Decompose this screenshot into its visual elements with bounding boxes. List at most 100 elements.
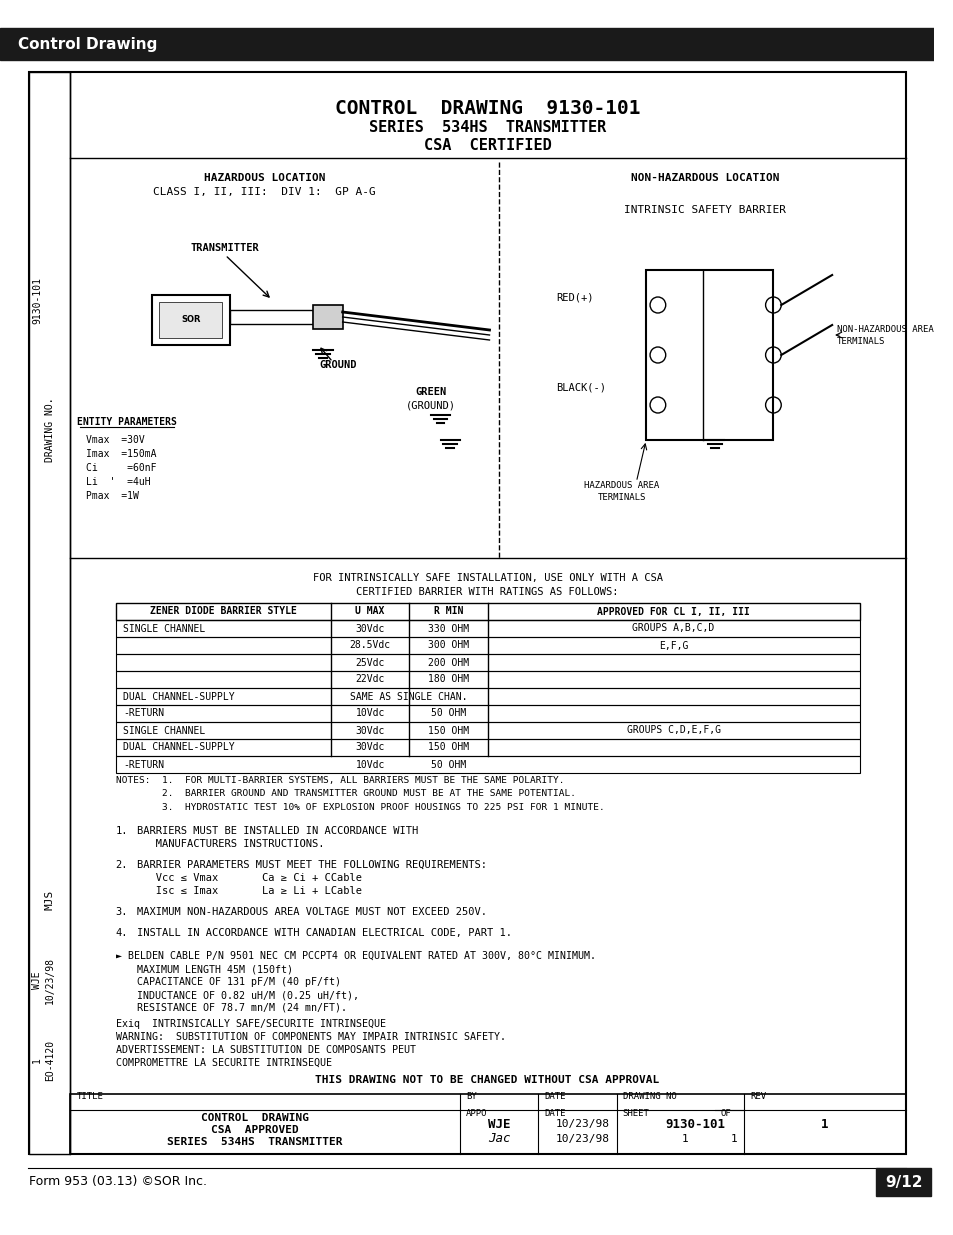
Text: CERTIFIED BARRIER WITH RATINGS AS FOLLOWS:: CERTIFIED BARRIER WITH RATINGS AS FOLLOW… (355, 587, 618, 597)
Text: GROUPS A,B,C,D: GROUPS A,B,C,D (632, 624, 714, 634)
Text: 2.: 2. (115, 860, 128, 869)
Text: 3.  HYDROSTATIC TEST 10% OF EXPLOSION PROOF HOUSINGS TO 225 PSI FOR 1 MINUTE.: 3. HYDROSTATIC TEST 10% OF EXPLOSION PRO… (115, 803, 603, 811)
Text: TITLE: TITLE (76, 1092, 103, 1100)
Text: 50 OHM: 50 OHM (431, 709, 465, 719)
Text: GREEN: GREEN (415, 387, 446, 396)
Text: 9/12: 9/12 (884, 1174, 922, 1189)
Text: CLASS I, II, III:  DIV 1:  GP A-G: CLASS I, II, III: DIV 1: GP A-G (152, 186, 375, 198)
Text: SOR: SOR (181, 315, 200, 325)
Text: RESISTANCE OF 78.7 mn/M (24 mn/FT).: RESISTANCE OF 78.7 mn/M (24 mn/FT). (137, 1003, 347, 1013)
Text: 10Vdc: 10Vdc (355, 760, 384, 769)
Text: REV: REV (749, 1092, 765, 1100)
Text: SERIES  534HS  TRANSMITTER: SERIES 534HS TRANSMITTER (369, 121, 606, 136)
Text: DATE: DATE (544, 1092, 565, 1100)
Text: COMPROMETTRE LA SECURITE INTRINSEQUE: COMPROMETTRE LA SECURITE INTRINSEQUE (115, 1058, 332, 1068)
Text: 9130-101: 9130-101 (32, 277, 42, 324)
Bar (30, 72, 904, 1153)
Bar (115, 620, 859, 637)
Text: 10/23/98: 10/23/98 (555, 1119, 609, 1129)
Text: MJS: MJS (45, 890, 55, 910)
Text: ► BELDEN CABLE P/N 9501 NEC CM PCCPT4 OR EQUIVALENT RATED AT 300V, 80°C MINIMUM.: ► BELDEN CABLE P/N 9501 NEC CM PCCPT4 OR… (115, 951, 595, 961)
Bar (0, 28, 933, 61)
Text: TRANSMITTER: TRANSMITTER (191, 243, 259, 253)
Text: CONTROL  DRAWING: CONTROL DRAWING (200, 1113, 308, 1123)
Text: Imax  =150mA: Imax =150mA (86, 450, 156, 459)
Text: NOTES:  1.  FOR MULTI-BARRIER SYSTEMS, ALL BARRIERS MUST BE THE SAME POLARITY.: NOTES: 1. FOR MULTI-BARRIER SYSTEMS, ALL… (115, 777, 563, 785)
Text: 2.  BARRIER GROUND AND TRANSMITTER GROUND MUST BE AT THE SAME POTENTIAL.: 2. BARRIER GROUND AND TRANSMITTER GROUND… (115, 789, 575, 799)
Bar (158, 303, 222, 338)
Text: BARRIER PARAMETERS MUST MEET THE FOLLOWING REQUIREMENTS:: BARRIER PARAMETERS MUST MEET THE FOLLOWI… (137, 860, 487, 869)
Text: OF: OF (720, 1109, 731, 1118)
Text: EO-4120: EO-4120 (45, 1040, 55, 1081)
Text: DUAL CHANNEL-SUPPLY: DUAL CHANNEL-SUPPLY (123, 692, 234, 701)
Text: Exiq  INTRINSICALLY SAFE/SECURITE INTRINSEQUE: Exiq INTRINSICALLY SAFE/SECURITE INTRINS… (115, 1019, 385, 1029)
Bar (230, 310, 313, 324)
Text: MAXIMUM LENGTH 45M (150ft): MAXIMUM LENGTH 45M (150ft) (137, 965, 293, 974)
Bar (115, 756, 859, 773)
Text: INDUCTANCE OF 0.82 uH/M (0.25 uH/ft),: INDUCTANCE OF 0.82 uH/M (0.25 uH/ft), (137, 990, 358, 1000)
Text: NON-HAZARDOUS LOCATION: NON-HAZARDOUS LOCATION (630, 173, 779, 183)
Text: SERIES  534HS  TRANSMITTER: SERIES 534HS TRANSMITTER (167, 1137, 342, 1147)
Bar (30, 72, 71, 1153)
Bar (115, 688, 859, 705)
Text: INSTALL IN ACCORDANCE WITH CANADIAN ELECTRICAL CODE, PART 1.: INSTALL IN ACCORDANCE WITH CANADIAN ELEC… (137, 927, 512, 939)
Text: DRAWING NO: DRAWING NO (622, 1092, 676, 1100)
Text: -RETURN: -RETURN (123, 709, 164, 719)
Bar (115, 637, 859, 655)
Text: 28.5Vdc: 28.5Vdc (349, 641, 390, 651)
Text: Control Drawing: Control Drawing (17, 37, 157, 52)
Text: TERMINALS: TERMINALS (597, 493, 645, 501)
Text: WJE: WJE (32, 971, 42, 989)
Text: GROUND: GROUND (318, 359, 356, 370)
Text: DRAWING NO.: DRAWING NO. (45, 398, 55, 462)
Text: GROUPS C,D,E,F,G: GROUPS C,D,E,F,G (626, 725, 720, 736)
Text: U MAX: U MAX (355, 606, 384, 616)
Text: BARRIERS MUST BE INSTALLED IN ACCORDANCE WITH: BARRIERS MUST BE INSTALLED IN ACCORDANCE… (137, 826, 417, 836)
Text: 9130-101: 9130-101 (664, 1118, 724, 1130)
Bar (115, 671, 859, 688)
Text: 30Vdc: 30Vdc (355, 624, 384, 634)
Text: 1: 1 (32, 1057, 42, 1063)
Text: Pmax  =1W: Pmax =1W (86, 492, 139, 501)
Text: 180 OHM: 180 OHM (427, 674, 469, 684)
Text: APPROVED FOR CL I, II, III: APPROVED FOR CL I, II, III (597, 606, 749, 616)
Text: 300 OHM: 300 OHM (427, 641, 469, 651)
Text: INTRINSIC SAFETY BARRIER: INTRINSIC SAFETY BARRIER (623, 205, 785, 215)
Text: 30Vdc: 30Vdc (355, 742, 384, 752)
Text: 10/23/98: 10/23/98 (45, 956, 55, 1004)
Text: MANUFACTURERS INSTRUCTIONS.: MANUFACTURERS INSTRUCTIONS. (137, 839, 324, 848)
Bar (313, 305, 342, 329)
Bar (152, 295, 230, 345)
Bar (875, 1168, 930, 1195)
Text: Form 953 (03.13) ©SOR Inc.: Form 953 (03.13) ©SOR Inc. (30, 1176, 207, 1188)
Text: CONTROL  DRAWING  9130-101: CONTROL DRAWING 9130-101 (335, 99, 640, 117)
Text: 3.: 3. (115, 906, 128, 918)
Text: THIS DRAWING NOT TO BE CHANGED WITHOUT CSA APPROVAL: THIS DRAWING NOT TO BE CHANGED WITHOUT C… (315, 1074, 659, 1086)
Text: 150 OHM: 150 OHM (427, 725, 469, 736)
Text: 1: 1 (681, 1134, 688, 1144)
Text: MAXIMUM NON-HAZARDOUS AREA VOLTAGE MUST NOT EXCEED 250V.: MAXIMUM NON-HAZARDOUS AREA VOLTAGE MUST … (137, 906, 487, 918)
Text: CSA  CERTIFIED: CSA CERTIFIED (424, 138, 552, 153)
Bar (115, 705, 859, 722)
Text: Vmax  =30V: Vmax =30V (86, 435, 145, 445)
Text: Ci     =60nF: Ci =60nF (86, 463, 156, 473)
Text: HAZARDOUS AREA: HAZARDOUS AREA (583, 480, 659, 489)
Text: SINGLE CHANNEL: SINGLE CHANNEL (123, 725, 206, 736)
Text: (GROUND): (GROUND) (405, 400, 456, 410)
Text: 1: 1 (730, 1134, 737, 1144)
Text: WARNING:  SUBSTITUTION OF COMPONENTS MAY IMPAIR INTRINSIC SAFETY.: WARNING: SUBSTITUTION OF COMPONENTS MAY … (115, 1032, 505, 1042)
Bar (645, 270, 773, 440)
Text: R MIN: R MIN (434, 606, 462, 616)
Text: WJE: WJE (488, 1118, 510, 1130)
Bar (115, 603, 859, 620)
Text: 50 OHM: 50 OHM (431, 760, 465, 769)
Text: DATE: DATE (544, 1109, 565, 1118)
Text: 22Vdc: 22Vdc (355, 674, 384, 684)
Text: SHEET: SHEET (622, 1109, 649, 1118)
Text: -RETURN: -RETURN (123, 760, 164, 769)
Bar (115, 655, 859, 671)
Text: FOR INTRINSICALLY SAFE INSTALLATION, USE ONLY WITH A CSA: FOR INTRINSICALLY SAFE INSTALLATION, USE… (313, 573, 661, 583)
Text: 1.: 1. (115, 826, 128, 836)
Text: 150 OHM: 150 OHM (427, 742, 469, 752)
Text: 4.: 4. (115, 927, 128, 939)
